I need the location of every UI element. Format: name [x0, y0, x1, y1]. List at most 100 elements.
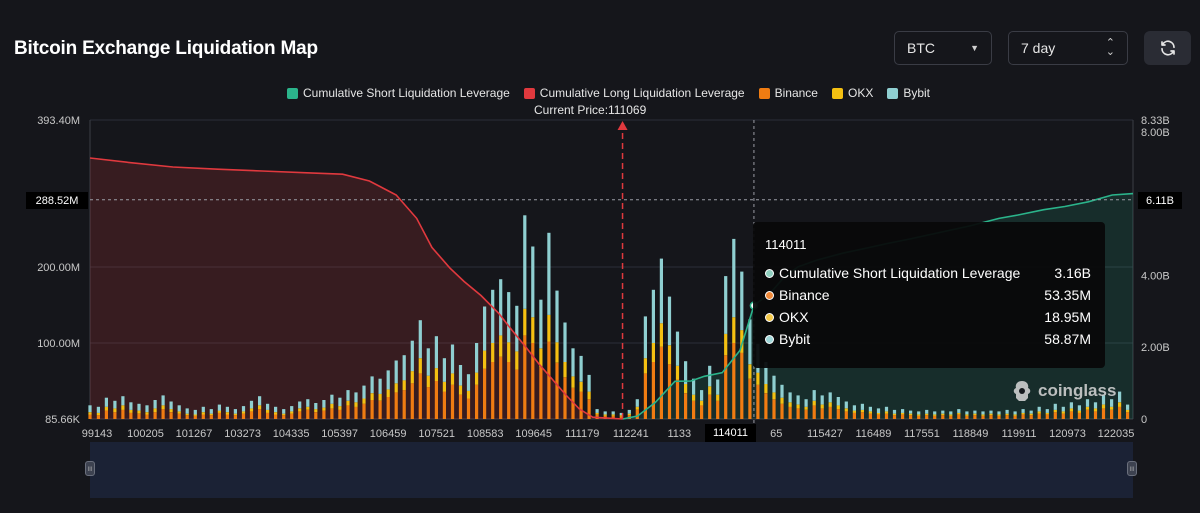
bar-okx [547, 314, 551, 342]
bar-bybit [667, 296, 672, 346]
bar-bybit [957, 409, 961, 413]
bar-binance [354, 406, 358, 419]
bar-bybit [354, 392, 358, 403]
bar-bybit [1021, 409, 1025, 413]
bar-okx [844, 408, 848, 412]
bar-bybit [675, 331, 680, 366]
bar-binance [1037, 413, 1041, 419]
up-down-icon: ⌃ ⌄ [1105, 37, 1115, 58]
x-tick-label: 117551 [904, 428, 940, 440]
bar-okx [330, 403, 334, 409]
bar-bybit [104, 397, 108, 407]
bar-okx [957, 412, 961, 415]
bar-okx [346, 400, 350, 406]
bar-okx [161, 405, 165, 410]
bar-bybit [483, 306, 487, 351]
bar-binance [732, 343, 736, 419]
x-tick-label: 107521 [418, 428, 455, 440]
bar-bybit [981, 411, 985, 415]
x-tick-label: 112241 [613, 428, 649, 440]
zoom-handle-right[interactable]: ıı [1127, 461, 1137, 476]
bar-bybit [1126, 404, 1130, 410]
bar-bybit [394, 360, 398, 384]
x-tick-label: 120973 [1049, 428, 1086, 440]
bar-okx [611, 414, 615, 416]
bar-binance [161, 409, 165, 419]
range-select[interactable]: 7 day ⌃ ⌄ [1008, 31, 1128, 65]
bar-binance [539, 367, 543, 419]
bar-okx [201, 412, 205, 415]
bar-bybit [740, 271, 744, 331]
bar-binance [450, 384, 455, 419]
bar-okx [394, 383, 398, 393]
bar-okx [1126, 409, 1130, 413]
bar-okx [104, 406, 108, 411]
bar-okx [185, 413, 189, 416]
bar-okx [909, 413, 913, 416]
current-price-arrow [617, 121, 628, 130]
bar-binance [410, 383, 414, 419]
bar-bybit [499, 279, 503, 336]
bar-binance [1077, 412, 1081, 419]
bar-okx [88, 412, 92, 415]
bar-bybit [860, 403, 864, 410]
bar-okx [177, 411, 181, 414]
bar-binance [788, 406, 792, 419]
zoom-handle-left[interactable]: ıı [85, 461, 95, 476]
legend-item-binance[interactable]: Binance [758, 86, 818, 100]
bar-binance [884, 413, 889, 419]
y-right-tick-label: 8.00B [1141, 127, 1170, 139]
bar-bybit [659, 258, 663, 324]
bar-binance [892, 415, 897, 419]
bar-okx [354, 402, 358, 407]
bar-bybit [274, 406, 278, 413]
bar-binance [434, 381, 438, 419]
bar-bybit [708, 365, 712, 387]
bar-binance [346, 405, 350, 419]
symbol-select[interactable]: BTC ▼ [894, 31, 992, 65]
bar-bybit [892, 409, 897, 414]
bar-okx [675, 365, 680, 380]
refresh-button[interactable] [1144, 31, 1191, 65]
bar-binance [266, 412, 270, 419]
bar-binance [1069, 411, 1073, 419]
legend-item-bybit[interactable]: Bybit [887, 86, 930, 100]
bar-okx [1045, 412, 1049, 415]
legend-item-short[interactable]: Cumulative Short Liquidation Leverage [287, 86, 510, 100]
bar-binance [772, 399, 776, 419]
bar-okx [724, 333, 728, 356]
bar-binance [378, 400, 382, 419]
bar-bybit [627, 409, 631, 414]
bar-binance [314, 412, 318, 419]
bar-bybit [539, 299, 543, 349]
bar-bybit [233, 409, 237, 414]
bar-bybit [121, 396, 125, 406]
bar-okx [338, 406, 342, 410]
bar-okx [322, 407, 326, 411]
bar-okx [1061, 411, 1065, 414]
bar-binance [394, 392, 398, 419]
bar-bybit [185, 408, 189, 414]
bar-okx [627, 413, 631, 416]
bar-binance [965, 416, 969, 419]
bar-binance [860, 412, 864, 419]
bar-okx [973, 413, 977, 416]
bar-binance [96, 415, 100, 419]
symbol-select-value: BTC [907, 40, 935, 56]
bar-binance [330, 408, 334, 419]
bar-bybit [836, 397, 840, 406]
bar-okx [1013, 414, 1017, 416]
bar-okx [812, 400, 816, 406]
bar-binance [852, 412, 856, 419]
legend-item-okx[interactable]: OKX [831, 86, 873, 100]
bar-okx [153, 408, 157, 413]
bar-okx [901, 412, 905, 415]
bar-okx [828, 402, 832, 407]
legend-item-long[interactable]: Cumulative Long Liquidation Leverage [523, 86, 745, 100]
zoom-slider-track[interactable] [90, 442, 1133, 498]
bar-bybit [965, 411, 969, 415]
bar-binance [563, 377, 567, 419]
bar-binance [619, 416, 623, 419]
bar-binance [531, 343, 535, 419]
bar-binance [635, 409, 639, 419]
